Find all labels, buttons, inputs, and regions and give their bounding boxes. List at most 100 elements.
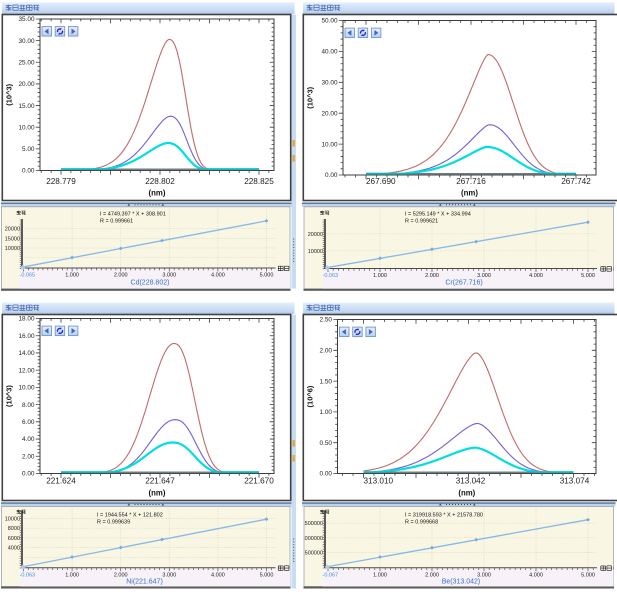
svg-text:(10^3): (10^3)	[4, 83, 13, 105]
svg-text:5.000: 5.000	[581, 572, 595, 578]
svg-text:0.00: 0.00	[320, 471, 333, 478]
svg-text:-0.063: -0.063	[20, 572, 36, 578]
svg-text:15.00: 15.00	[19, 103, 35, 110]
svg-text:4000: 4000	[8, 546, 20, 552]
svg-text:5.000: 5.000	[581, 273, 595, 279]
svg-text:3.000: 3.000	[477, 273, 491, 279]
svg-text:228.779: 228.779	[46, 177, 76, 186]
svg-text:2.00: 2.00	[22, 454, 35, 461]
svg-text:40.00: 40.00	[322, 49, 338, 56]
svg-text:16.00: 16.00	[19, 333, 35, 340]
svg-text:4.00: 4.00	[22, 436, 35, 443]
svg-text:15000: 15000	[5, 236, 20, 242]
svg-text:50.00: 50.00	[322, 18, 338, 25]
svg-text:1000000: 1000000	[302, 536, 323, 542]
svg-text:R = 0.999621: R = 0.999621	[405, 219, 438, 225]
svg-text:313.074: 313.074	[560, 476, 590, 485]
svg-text:4.000: 4.000	[529, 273, 543, 279]
svg-text:10.00: 10.00	[322, 141, 338, 148]
svg-text:267.690: 267.690	[366, 177, 396, 186]
svg-text:I = 5295.149 * X + 334.994: I = 5295.149 * X + 334.994	[405, 211, 471, 217]
svg-text:1.000: 1.000	[65, 273, 79, 279]
svg-text:2.000: 2.000	[114, 273, 128, 279]
svg-text:313.042: 313.042	[456, 476, 486, 485]
svg-text:2.00: 2.00	[320, 348, 333, 355]
svg-text:1.000: 1.000	[373, 572, 387, 578]
svg-text:-0.063: -0.063	[323, 273, 339, 279]
svg-text:0.00: 0.00	[22, 168, 35, 175]
svg-text:3.000: 3.000	[162, 572, 176, 578]
svg-text:221.647: 221.647	[145, 476, 175, 485]
svg-text:I = 1944.554 * X + 121.802: I = 1944.554 * X + 121.802	[97, 512, 163, 518]
svg-text:2.000: 2.000	[425, 572, 439, 578]
svg-text:R = 0.999639: R = 0.999639	[97, 520, 130, 526]
svg-text:(nm): (nm)	[149, 488, 166, 497]
svg-text:2.000: 2.000	[425, 273, 439, 279]
svg-text:10.00: 10.00	[19, 385, 35, 392]
svg-text:-0.065: -0.065	[20, 273, 36, 279]
svg-text:0.00: 0.00	[325, 172, 338, 179]
svg-text:(10^6): (10^6)	[305, 385, 314, 407]
svg-text:1.50: 1.50	[320, 378, 333, 385]
svg-text:4.000: 4.000	[529, 572, 543, 578]
svg-text:5.00: 5.00	[22, 146, 35, 153]
svg-text:I = 4749.397 * X + 308.901: I = 4749.397 * X + 308.901	[100, 211, 166, 217]
svg-text:30.00: 30.00	[322, 80, 338, 87]
svg-text:3.000: 3.000	[162, 273, 176, 279]
svg-text:10000: 10000	[5, 246, 20, 252]
svg-text:(nm): (nm)	[461, 189, 478, 198]
svg-text:20000: 20000	[308, 232, 323, 238]
svg-text:(10^3): (10^3)	[4, 385, 13, 407]
svg-text:4.000: 4.000	[211, 273, 225, 279]
svg-text:8000: 8000	[8, 526, 20, 532]
svg-text:5.000: 5.000	[260, 572, 274, 578]
svg-text:267.716: 267.716	[456, 177, 486, 186]
svg-text:(u: (u	[613, 566, 617, 572]
svg-text:25.00: 25.00	[19, 60, 35, 67]
svg-text:1.000: 1.000	[373, 273, 387, 279]
svg-text:R = 0.999661: R = 0.999661	[100, 219, 133, 225]
svg-text:5.000: 5.000	[260, 273, 274, 279]
svg-text:4.000: 4.000	[211, 572, 225, 578]
svg-text:1500000: 1500000	[302, 521, 323, 527]
svg-text:6000: 6000	[8, 536, 20, 542]
svg-text:0.00: 0.00	[22, 471, 35, 478]
svg-text:10000: 10000	[5, 517, 20, 523]
svg-text:Be(313.042): Be(313.042)	[442, 579, 481, 586]
svg-text:(10^3): (10^3)	[305, 86, 314, 108]
svg-text:(nm): (nm)	[149, 189, 166, 198]
svg-text:14.00: 14.00	[19, 350, 35, 357]
svg-text:Cd(228.802): Cd(228.802)	[131, 280, 170, 287]
svg-text:Ni(221.647): Ni(221.647)	[126, 579, 163, 586]
svg-text:228.802: 228.802	[145, 177, 175, 186]
svg-text:18.00: 18.00	[19, 316, 35, 323]
svg-text:0.50: 0.50	[320, 440, 333, 447]
svg-text:20.00: 20.00	[19, 81, 35, 88]
svg-text:6.00: 6.00	[22, 419, 35, 426]
svg-text:R = 0.999668: R = 0.999668	[405, 520, 438, 526]
svg-text:20.00: 20.00	[322, 110, 338, 117]
svg-text:10000: 10000	[308, 249, 323, 255]
svg-text:2.000: 2.000	[114, 572, 128, 578]
svg-text:30.00: 30.00	[19, 38, 35, 45]
svg-text:500000: 500000	[305, 550, 323, 556]
svg-text:1.00: 1.00	[320, 409, 333, 416]
svg-text:1.000: 1.000	[65, 572, 79, 578]
svg-text:2.50: 2.50	[320, 317, 333, 324]
svg-text:Cr(267.716): Cr(267.716)	[445, 280, 482, 287]
svg-text:221.670: 221.670	[244, 476, 274, 485]
svg-text:I = 319918.593 * X + 21578.780: I = 319918.593 * X + 21578.780	[405, 512, 483, 518]
svg-text:267.742: 267.742	[561, 177, 591, 186]
svg-text:(nm): (nm)	[458, 488, 475, 497]
svg-text:-0.067: -0.067	[323, 572, 339, 578]
svg-text:20000: 20000	[5, 227, 20, 233]
svg-text:313.010: 313.010	[364, 476, 394, 485]
svg-text:12.00: 12.00	[19, 367, 35, 374]
svg-text:35.00: 35.00	[19, 16, 35, 23]
svg-text:3.000: 3.000	[477, 572, 491, 578]
svg-text:228.825: 228.825	[244, 177, 274, 186]
svg-text:(u: (u	[613, 267, 617, 273]
svg-text:8.00: 8.00	[22, 402, 35, 409]
svg-text:221.624: 221.624	[46, 476, 76, 485]
svg-text:10.00: 10.00	[19, 124, 35, 131]
